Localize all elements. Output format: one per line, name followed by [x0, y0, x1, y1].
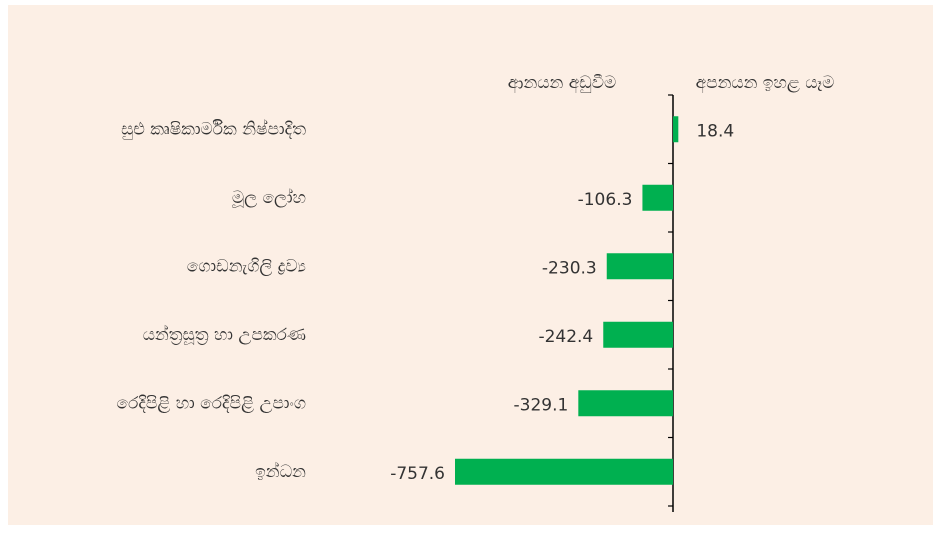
bar — [455, 458, 674, 485]
bar — [673, 116, 679, 143]
y-tick-label: සුළු කෘෂිකාර්මික නිෂ්පාදිත — [121, 119, 306, 139]
value-label: -106.3 — [578, 190, 633, 210]
annotation: අපනයන ඉහළ යෑම — [696, 73, 835, 94]
y-tick-label: රෙදිපිළි හා රෙදිපිළි උපාංග — [117, 393, 306, 413]
y-tick-label: ගොඩනැගිලි ද්‍රව්‍ය — [187, 256, 306, 276]
value-label: -230.3 — [542, 258, 597, 278]
bar — [603, 321, 674, 348]
value-label: -242.4 — [538, 327, 593, 347]
value-label: 18.4 — [696, 121, 734, 141]
y-tick-label: යන්ත්‍රසූත්‍ර හා උපකරණ — [143, 325, 306, 345]
bar — [606, 253, 674, 280]
value-label: -329.1 — [514, 395, 569, 415]
y-tick-label: මූල ලෝහ — [232, 188, 306, 208]
bar — [578, 390, 674, 417]
y-tick-label: ඉන්ධන — [255, 462, 306, 482]
annotation: ආනයන අඩුවීම — [508, 73, 616, 94]
bar — [642, 184, 674, 211]
background — [8, 5, 933, 525]
value-label: -757.6 — [390, 464, 445, 484]
